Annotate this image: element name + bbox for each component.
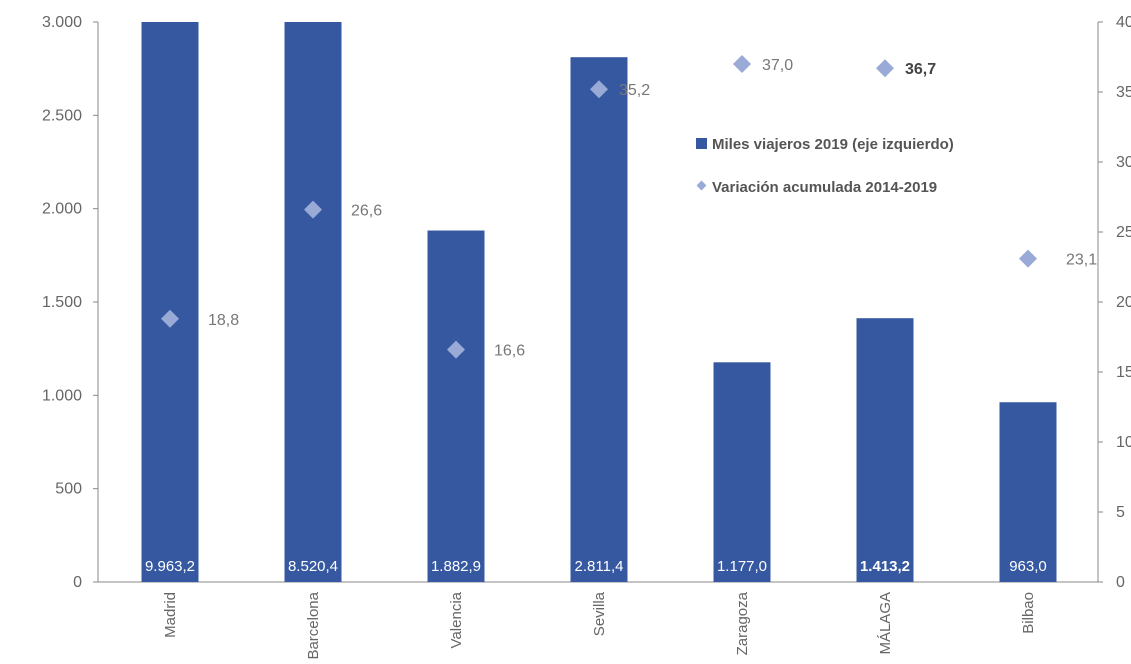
bar <box>141 22 199 582</box>
diamond-data-label: 16,6 <box>494 343 525 360</box>
left-axis-tick-label: 1.500 <box>42 294 82 311</box>
diamond-marker <box>1019 249 1037 268</box>
left-axis-tick-label: 3.000 <box>42 14 82 31</box>
right-axis-tick-label: 20 <box>1116 294 1131 311</box>
bar-data-label: 1.177,0 <box>717 558 767 575</box>
legend-bar-swatch <box>696 138 707 149</box>
right-axis-tick-label: 40 <box>1116 14 1131 31</box>
right-axis-tick-label: 0 <box>1116 574 1125 591</box>
category-label: Zaragoza <box>734 591 751 655</box>
diamond-marker <box>304 200 322 219</box>
bar-data-label: 8.520,4 <box>288 558 338 575</box>
left-axis-tick-label: 2.000 <box>42 201 82 218</box>
diamond-data-label: 18,8 <box>208 312 239 329</box>
legend: Miles viajeros 2019 (eje izquierdo) Vari… <box>696 136 954 196</box>
category-labels: Madrid Barcelona Valencia Sevilla Zaragoza MÁ… <box>162 591 1037 659</box>
legend-bar-label: Miles viajeros 2019 (eje izquierdo) <box>712 136 954 153</box>
legend-diamond-swatch <box>696 180 707 191</box>
diamond-marker <box>447 340 465 359</box>
category-label: Bilbao <box>1020 592 1037 634</box>
diamond-series <box>161 55 1037 359</box>
diamond-marker <box>733 55 751 73</box>
diamond-data-label: 35,2 <box>619 82 650 99</box>
diamond-data-label: 26,6 <box>351 203 382 220</box>
category-label: MÁLAGA <box>877 592 894 655</box>
left-axis-tick-label: 0 <box>73 574 82 591</box>
right-axis-tick-label: 15 <box>1116 364 1131 381</box>
category-label: Madrid <box>162 592 179 638</box>
category-label: Sevilla <box>591 591 608 636</box>
bar-data-label: 1.413,2 <box>860 558 910 575</box>
diamond-data-label: 23,1 <box>1066 252 1097 269</box>
diamond-data-label: 36,7 <box>905 61 936 78</box>
bar-data-label: 9.963,2 <box>145 558 195 575</box>
diamond-data-label: 37,0 <box>762 57 793 74</box>
bar <box>570 57 628 583</box>
diamond-marker <box>876 59 894 78</box>
bar <box>427 230 485 582</box>
bar-series <box>141 22 1057 583</box>
bar <box>999 402 1057 582</box>
right-axis-tick-label: 30 <box>1116 154 1131 171</box>
bar <box>713 362 771 582</box>
bar-data-label: 2.811,4 <box>575 558 624 575</box>
left-axis-tick-label: 500 <box>55 481 82 498</box>
diamond-marker <box>161 309 179 328</box>
bar-data-label: 1.882,9 <box>431 558 481 575</box>
category-label: Valencia <box>448 591 465 648</box>
right-axis-tick-label: 10 <box>1116 434 1131 451</box>
right-axis-tick-label: 35 <box>1116 84 1131 101</box>
bar <box>856 318 914 582</box>
diamond-marker <box>590 80 608 99</box>
legend-diamond-label: Variación acumulada 2014-2019 <box>712 179 937 196</box>
category-label: Barcelona <box>305 591 322 659</box>
right-axis: 0 5 10 15 20 25 30 35 40 <box>1097 14 1131 591</box>
bar-data-labels: 9.963,2 8.520,4 1.882,9 2.811,4 1.177,0 1.413… <box>145 558 1047 575</box>
bar-data-label: 963,0 <box>1009 558 1047 575</box>
right-axis-tick-label: 5 <box>1116 504 1125 521</box>
bar <box>284 22 342 582</box>
left-axis: 0 500 1.000 1.500 2.000 2.500 3.000 <box>42 14 1098 591</box>
left-axis-tick-label: 2.500 <box>42 107 82 124</box>
left-axis-tick-label: 1.000 <box>42 387 82 404</box>
diamond-data-labels: 18,8 26,6 16,6 35,2 37,0 36,7 23,1 <box>208 57 1097 360</box>
right-axis-tick-label: 25 <box>1116 224 1131 241</box>
